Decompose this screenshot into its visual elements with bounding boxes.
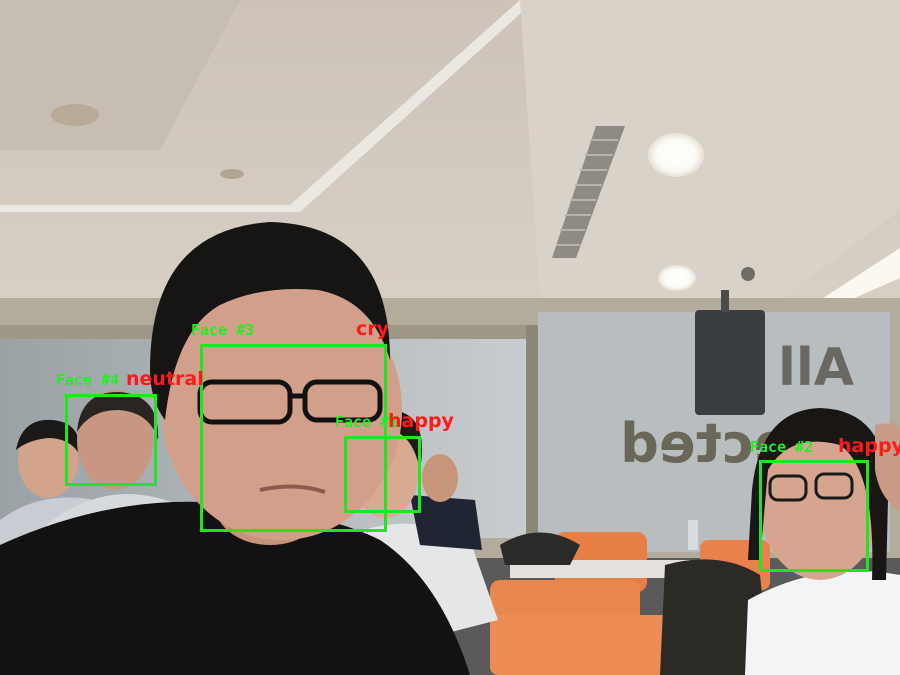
- emotion-label-1: happy: [388, 410, 454, 432]
- person-4-hair: [77, 392, 159, 440]
- ceiling-vent: [552, 126, 625, 258]
- face-label-1: Face #1: [335, 413, 399, 431]
- person-far-right: [875, 423, 900, 510]
- security-camera: [741, 267, 755, 281]
- face-label-3: Face #3: [191, 321, 255, 339]
- ceiling-right: [520, 0, 900, 300]
- person-2-hair: [748, 408, 889, 580]
- ceiling-light: [648, 133, 704, 177]
- ceiling-sprinkler: [220, 169, 244, 179]
- person-1b-body: [410, 495, 482, 550]
- person-far-left-hair: [16, 419, 81, 455]
- emotion-label-2: happy: [838, 435, 900, 457]
- emotion-label-4: neutral: [126, 368, 204, 390]
- backpack: [660, 559, 770, 675]
- face-label-4: Face #4: [56, 371, 120, 389]
- face-box-4: [65, 394, 157, 486]
- person-3-mouth: [259, 484, 326, 494]
- wall-speaker: [695, 310, 765, 415]
- bottle: [688, 520, 698, 550]
- emotion-label-3: cry: [356, 318, 390, 340]
- partition-frame: [526, 325, 538, 555]
- person-2-glasses: [768, 472, 854, 502]
- person-3-body: [0, 501, 470, 675]
- person-4-head: [77, 390, 153, 490]
- person-2-head: [760, 430, 880, 580]
- person-3-hair: [150, 222, 390, 420]
- jacket: [500, 532, 580, 565]
- person-2-body: [745, 570, 900, 675]
- ceiling-light: [658, 265, 696, 291]
- wall-speaker-bracket: [721, 290, 729, 312]
- fluorescent-light: [820, 248, 900, 308]
- face-box-1: [344, 436, 421, 513]
- person-far-left-head: [18, 422, 78, 498]
- wall-sign-text: All: [778, 338, 854, 398]
- person-1b-head: [422, 454, 458, 502]
- face-box-2: [759, 460, 869, 572]
- ceiling-speaker: [51, 104, 99, 126]
- face-label-2: Face #2: [750, 438, 814, 456]
